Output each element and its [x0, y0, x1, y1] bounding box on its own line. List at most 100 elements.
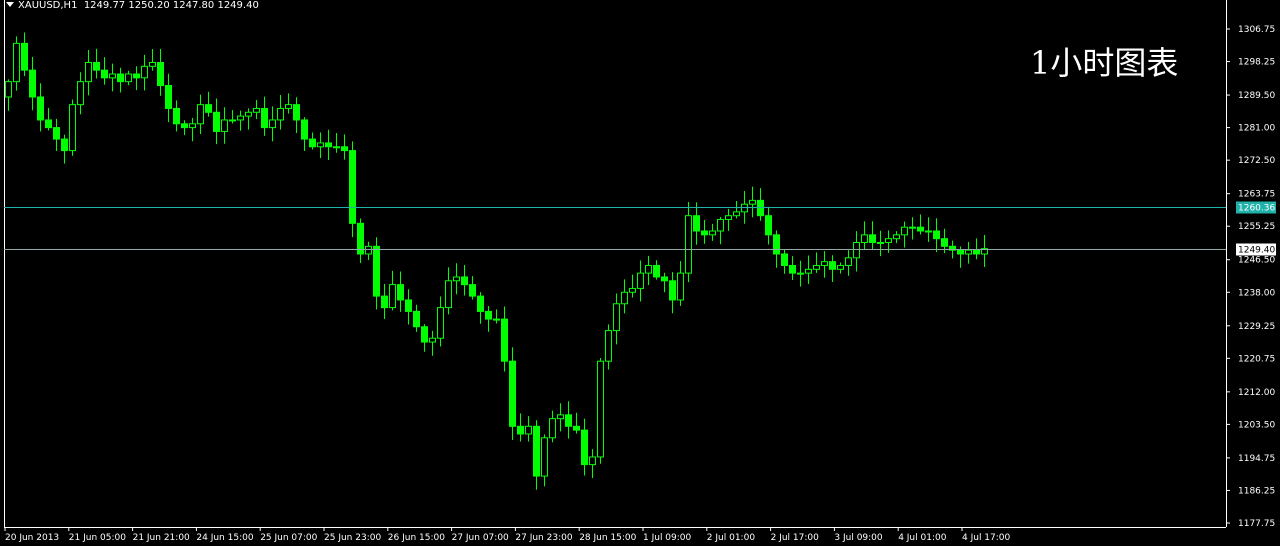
- candle-body: [101, 69, 108, 79]
- ohlc-high: 1250.20: [128, 0, 170, 11]
- x-tick-label: 27 Jun 07:00: [452, 533, 509, 543]
- candle-body: [973, 249, 980, 255]
- candle-body: [845, 257, 852, 266]
- chart-header: XAUUSD,H1 1249.77 1250.20 1247.80 1249.4…: [6, 0, 259, 12]
- candle-body: [373, 245, 380, 297]
- candle-body: [429, 337, 436, 343]
- candle-body: [741, 203, 748, 213]
- y-tick-label: 1203.50: [1238, 420, 1275, 430]
- x-tick-label: 20 Jun 2013: [5, 533, 59, 543]
- candle-body: [773, 234, 780, 255]
- candle-body: [533, 425, 540, 477]
- candle-body: [197, 104, 204, 125]
- candle-body: [861, 234, 868, 243]
- candle-body: [677, 272, 684, 301]
- candle-body: [237, 115, 244, 121]
- candle-body: [629, 287, 636, 293]
- x-tick-label: 26 Jun 15:00: [388, 533, 445, 543]
- overlay-title: 1小时图表: [1030, 44, 1179, 82]
- candle-body: [613, 303, 620, 332]
- candle-body: [949, 245, 956, 251]
- candle-body: [381, 295, 388, 309]
- x-tick-label: 28 Jun 15:00: [579, 533, 636, 543]
- candle-body: [965, 249, 972, 255]
- candle-body: [389, 284, 396, 309]
- candle-body: [661, 276, 668, 282]
- price-label-bg: [1236, 201, 1276, 214]
- candle-body: [509, 360, 516, 427]
- candle-body: [357, 222, 364, 255]
- candle-body: [877, 241, 884, 244]
- candle-body: [149, 62, 156, 67]
- candle-body: [765, 215, 772, 236]
- candle-body: [13, 42, 20, 83]
- x-tick-label: 27 Jun 23:00: [515, 533, 572, 543]
- candle-body: [165, 84, 172, 109]
- candle-body: [37, 96, 44, 121]
- x-tick-label: 24 Jun 15:00: [196, 533, 253, 543]
- candle-body: [341, 146, 348, 152]
- candle-body: [181, 123, 188, 129]
- candle-body: [69, 104, 76, 152]
- candle-body: [205, 104, 212, 113]
- x-tick-label: 4 Jul 01:00: [898, 533, 947, 543]
- candle-body: [941, 238, 948, 247]
- x-tick-label: 4 Jul 17:00: [962, 533, 1011, 543]
- x-tick-label: 21 Jun 05:00: [69, 533, 126, 543]
- candle-body: [349, 150, 356, 224]
- y-tick-label: 1238.00: [1238, 288, 1275, 298]
- candle-body: [933, 230, 940, 240]
- candle-body: [709, 230, 716, 236]
- candle-body: [493, 318, 500, 321]
- dropdown-triangle-icon[interactable]: [6, 2, 14, 7]
- candle-body: [901, 226, 908, 236]
- y-tick-label: 1289.50: [1238, 91, 1275, 101]
- candle-body: [541, 437, 548, 477]
- y-tick-label: 1255.25: [1238, 222, 1275, 232]
- x-tick-label: 3 Jul 09:00: [834, 533, 883, 543]
- candle-body: [53, 127, 60, 140]
- candle-body: [253, 107, 260, 113]
- candle-body: [829, 261, 836, 270]
- candle-body: [813, 264, 820, 270]
- candle-body: [21, 42, 28, 71]
- candle-body: [797, 272, 804, 275]
- candle-body: [221, 119, 228, 132]
- y-tick-label: 1212.00: [1238, 388, 1275, 398]
- candle-body: [805, 268, 812, 274]
- y-tick-label: 1281.00: [1238, 124, 1275, 134]
- candle-body: [573, 425, 580, 431]
- candle-body: [501, 318, 508, 362]
- candle-body: [885, 238, 892, 243]
- price-label: 1249.40: [1238, 246, 1275, 256]
- candle-body: [605, 330, 612, 362]
- candle-body: [701, 230, 708, 236]
- x-tick-label: 2 Jul 17:00: [771, 533, 820, 543]
- candle-body: [421, 326, 428, 343]
- candle-body: [893, 234, 900, 240]
- candle-body: [245, 111, 252, 117]
- candle-body: [557, 414, 564, 420]
- candle-body: [461, 276, 468, 286]
- candle-body: [5, 81, 12, 98]
- candle-body: [261, 107, 268, 129]
- candle-body: [645, 264, 652, 274]
- candle-body: [285, 104, 292, 109]
- candle-body: [789, 264, 796, 274]
- candle-body: [853, 241, 860, 259]
- candle-body: [365, 245, 372, 255]
- candle-body: [909, 226, 916, 229]
- candle-body: [693, 215, 700, 232]
- candle-body: [333, 146, 340, 149]
- candle-body: [405, 299, 412, 312]
- candle-body: [725, 215, 732, 221]
- candle-body: [733, 211, 740, 217]
- candle-body: [77, 81, 84, 106]
- candle-body: [453, 276, 460, 282]
- candle-body: [117, 73, 124, 83]
- candle-body: [621, 291, 628, 305]
- candle-body: [917, 226, 924, 232]
- candle-body: [317, 142, 324, 148]
- candle-body: [45, 119, 52, 129]
